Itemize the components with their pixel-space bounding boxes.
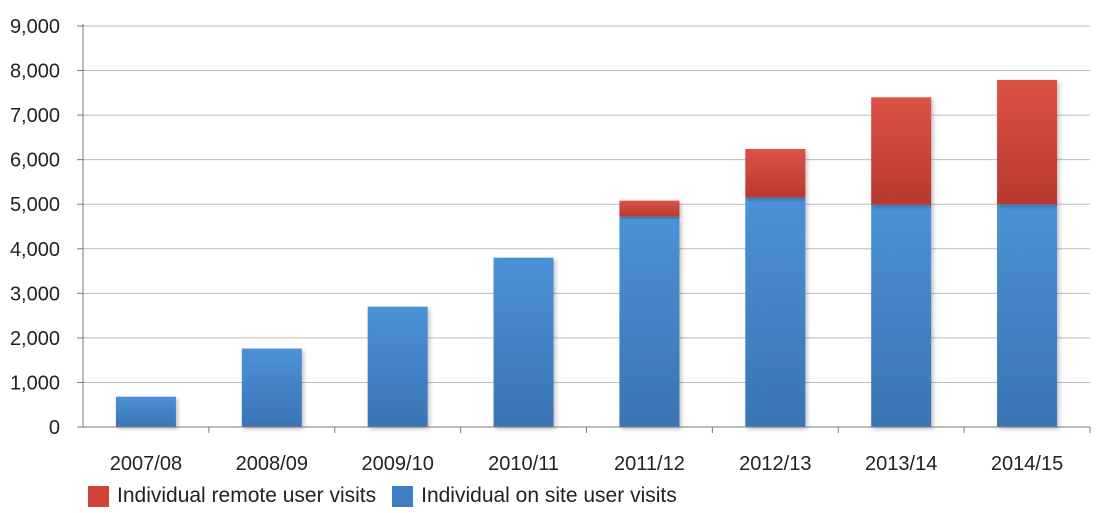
x-tick-label: 2013/14 (865, 453, 937, 475)
y-tick-label: 4,000 (10, 239, 60, 261)
y-tick-label: 9,000 (10, 16, 60, 38)
y-tick-label: 5,000 (10, 194, 60, 216)
x-axis-tick-labels: 2007/08 2008/09 2009/10 2010/11 2011/12 2012/… (110, 453, 1063, 475)
y-tick-label: 2,000 (10, 328, 60, 350)
y-tick-label: 7,000 (10, 105, 60, 127)
gridlines (83, 25, 1090, 383)
x-tick-label: 2011/12 (614, 453, 685, 475)
bar-onsite (745, 197, 806, 427)
bar-onsite (871, 204, 932, 427)
legend: Individual remote user visits Individual… (88, 484, 693, 508)
bar-remote (619, 200, 680, 217)
bar-onsite (115, 396, 176, 427)
bar-onsite (241, 348, 302, 427)
y-tick-label: 1,000 (10, 372, 60, 394)
bar-onsite (619, 216, 680, 427)
y-axis-tick-labels: 0 1,000 2,000 3,000 4,000 5,000 6,000 7,000 8,00… (10, 16, 60, 439)
legend-item-onsite: Individual on site user visits (392, 484, 677, 508)
legend-swatch-remote (88, 485, 109, 507)
x-tick-label: 2009/10 (362, 453, 434, 475)
bar-remote (871, 97, 932, 205)
y-tick-label: 6,000 (10, 150, 60, 172)
x-tick-label: 2007/08 (110, 453, 182, 475)
x-tick-label: 2014/15 (991, 453, 1063, 475)
x-tick-label: 2012/13 (739, 453, 811, 475)
legend-item-remote: Individual remote user visits (88, 484, 376, 508)
bar-onsite (493, 257, 554, 427)
bar-remote (997, 79, 1058, 205)
legend-label-remote: Individual remote user visits (117, 484, 377, 507)
legend-swatch-onsite (392, 485, 414, 507)
legend-label-onsite: Individual on site user visits (421, 484, 677, 507)
y-tick-label: 0 (49, 417, 60, 439)
x-tick-label: 2010/11 (488, 453, 559, 475)
axes (77, 24, 1091, 433)
y-tick-label: 8,000 (10, 61, 60, 83)
bar-onsite (997, 204, 1058, 427)
bar-onsite (367, 306, 428, 427)
y-tick-label: 3,000 (10, 283, 60, 305)
x-tick-label: 2008/09 (236, 453, 308, 475)
bars (115, 79, 1058, 427)
bar-remote (745, 148, 806, 198)
